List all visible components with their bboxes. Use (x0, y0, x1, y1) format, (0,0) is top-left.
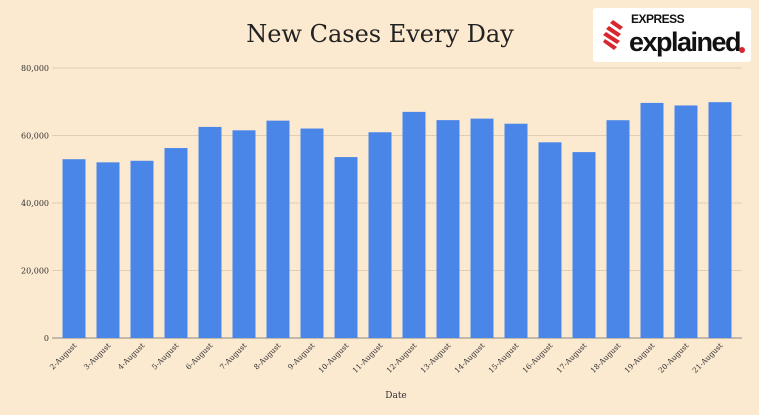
x-tick-label: 19-August (623, 341, 657, 375)
bar-16-August (538, 142, 562, 338)
x-tick-label: 16-August (521, 341, 555, 375)
bar-21-August (708, 102, 732, 339)
logo-express-text: EXPRESS (631, 12, 685, 26)
bar-12-August (402, 111, 426, 338)
x-tick-label: 18-August (589, 341, 623, 375)
x-tick-label: 3-August (82, 341, 112, 371)
x-tick-label: 10-August (317, 341, 351, 375)
bar-14-August (470, 118, 494, 338)
x-tick-label: 2-August (48, 341, 78, 371)
x-tick-label: 5-August (150, 341, 180, 371)
x-tick-label: 15-August (487, 341, 521, 375)
bar-11-August (368, 132, 392, 338)
x-tick-label: 17-August (555, 341, 589, 375)
x-tick-label: 11-August (351, 341, 385, 375)
express-explained-logo: EXPRESS explained (593, 8, 751, 62)
bar-20-August (674, 105, 698, 338)
bar-18-August (606, 120, 630, 338)
bar-8-August (266, 120, 290, 338)
x-axis-label: Date (385, 391, 407, 401)
x-tick-label: 9-August (286, 341, 316, 371)
logo-stripes-icon (603, 20, 623, 50)
x-tick-label: 21-August (691, 341, 725, 375)
bar-2-August (62, 159, 86, 338)
bar-3-August (96, 162, 120, 338)
x-tick-label: 4-August (116, 341, 146, 371)
logo-dot (739, 47, 745, 53)
bar-15-August (504, 123, 528, 338)
y-tick-label: 80,000 (21, 64, 49, 73)
bar-9-August (300, 128, 324, 338)
bar-10-August (334, 157, 358, 338)
x-tick-label: 6-August (184, 341, 214, 371)
bar-19-August (640, 102, 664, 338)
x-tick-label: 13-August (419, 341, 453, 375)
bar-5-August (164, 148, 188, 338)
y-tick-label: 0 (44, 334, 49, 343)
bar-4-August (130, 160, 154, 338)
chart-title: New Cases Every Day (246, 20, 514, 48)
bar-7-August (232, 130, 256, 338)
bar-17-August (572, 152, 596, 338)
x-tick-label: 20-August (657, 341, 691, 375)
x-tick-label: 8-August (252, 341, 282, 371)
x-tick-label: 7-August (218, 341, 248, 371)
bar-13-August (436, 120, 460, 338)
y-tick-label: 60,000 (21, 132, 49, 141)
y-tick-label: 20,000 (21, 267, 49, 276)
y-tick-label: 40,000 (21, 199, 49, 208)
x-tick-label: 14-August (453, 341, 487, 375)
x-tick-label: 12-August (385, 341, 419, 375)
bar-6-August (198, 126, 222, 338)
logo-explained-text: explained (629, 27, 742, 57)
